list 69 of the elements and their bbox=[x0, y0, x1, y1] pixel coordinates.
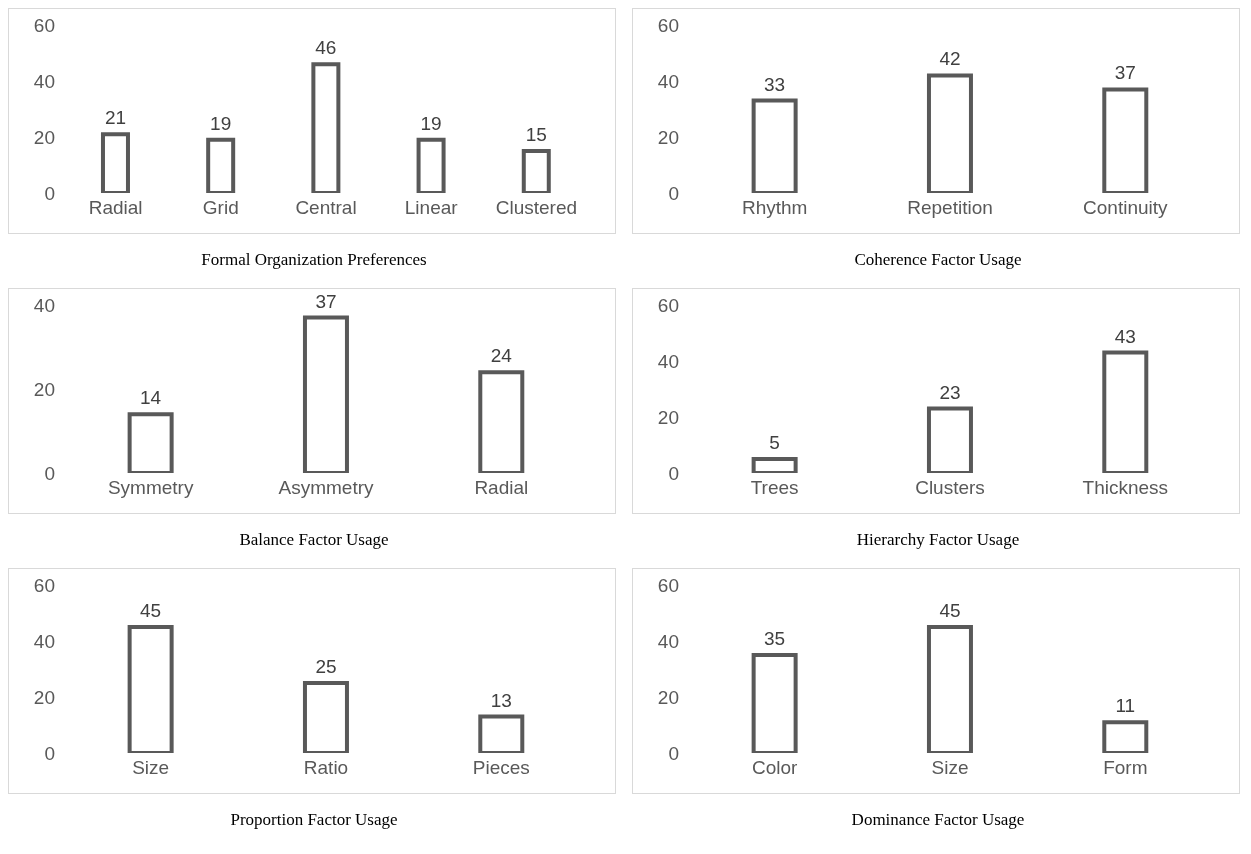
data-label: 21 bbox=[104, 107, 127, 129]
y-tick-label: 0 bbox=[668, 182, 679, 204]
x-tick-label: Continuity bbox=[1083, 197, 1169, 219]
data-label: 11 bbox=[1115, 695, 1136, 717]
x-tick-label: Clusters bbox=[915, 477, 985, 499]
y-tick-label: 20 bbox=[33, 686, 55, 708]
text: Hierarchy Factor Usage bbox=[855, 530, 1021, 550]
y-tick-label: 60 bbox=[657, 294, 679, 316]
data-label: 46 bbox=[315, 37, 337, 59]
y-tick-label: 40 bbox=[657, 350, 679, 372]
text: Coherence Factor Usage bbox=[853, 250, 1023, 270]
x-tick-label: Thickness bbox=[1082, 477, 1169, 499]
y-tick-label: 20 bbox=[33, 126, 55, 148]
x-tick-label: Color bbox=[751, 757, 799, 779]
y-tick-label: 60 bbox=[33, 14, 55, 36]
x-tick-label: Radial bbox=[88, 197, 143, 219]
x-tick-label: Radial bbox=[474, 477, 529, 499]
y-tick-label: 20 bbox=[33, 378, 55, 400]
data-label: 25 bbox=[315, 656, 337, 677]
y-tick-label: 40 bbox=[33, 294, 55, 316]
y-tick-label: 60 bbox=[657, 574, 679, 596]
y-tick-label: 40 bbox=[657, 70, 679, 92]
data-label: 42 bbox=[939, 48, 961, 70]
y-tick-label: 0 bbox=[44, 742, 55, 764]
text: Dominance Factor Usage bbox=[850, 810, 1026, 830]
data-label: 13 bbox=[490, 689, 512, 711]
x-tick-label: Pieces bbox=[472, 757, 530, 779]
x-tick-label: Central bbox=[295, 197, 357, 219]
y-tick-label: 0 bbox=[668, 742, 679, 764]
data-label: 33 bbox=[764, 73, 786, 95]
y-tick-label: 0 bbox=[44, 462, 55, 484]
data-label: 23 bbox=[939, 381, 961, 403]
text: Balance Factor Usage bbox=[238, 530, 390, 550]
y-tick-label: 20 bbox=[657, 686, 679, 708]
data-label: 24 bbox=[490, 345, 513, 367]
x-tick-label: Size bbox=[132, 757, 170, 779]
y-tick-label: 60 bbox=[657, 14, 679, 36]
y-tick-label: 40 bbox=[33, 630, 55, 652]
data-label: 37 bbox=[315, 290, 337, 312]
y-tick-label: 0 bbox=[44, 182, 55, 204]
text: Proportion Factor Usage bbox=[229, 810, 399, 830]
data-label: 45 bbox=[939, 600, 961, 621]
x-tick-label: Clustered bbox=[495, 197, 578, 219]
data-label: 43 bbox=[1114, 325, 1136, 347]
x-tick-label: Repetition bbox=[907, 197, 993, 219]
x-tick-label: Symmetry bbox=[107, 477, 194, 499]
data-label: 35 bbox=[764, 628, 786, 649]
x-tick-label: Size bbox=[931, 757, 969, 779]
y-tick-label: 40 bbox=[33, 70, 55, 92]
data-label: 19 bbox=[420, 112, 442, 134]
x-tick-label: Form bbox=[1103, 757, 1148, 779]
x-tick-label: Linear bbox=[404, 197, 459, 219]
data-label: 45 bbox=[140, 600, 162, 621]
data-label: 15 bbox=[525, 124, 547, 145]
y-tick-label: 20 bbox=[657, 406, 679, 428]
data-label: 5 bbox=[769, 432, 780, 453]
x-tick-label: Grid bbox=[202, 197, 239, 219]
x-tick-label: Asymmetry bbox=[278, 477, 374, 499]
y-tick-label: 20 bbox=[657, 126, 679, 148]
text: Formal Organization Preferences bbox=[200, 250, 428, 270]
y-tick-label: 0 bbox=[668, 462, 679, 484]
data-label: 19 bbox=[210, 112, 232, 134]
x-tick-label: Ratio bbox=[303, 757, 349, 779]
data-label: 14 bbox=[140, 387, 162, 409]
y-tick-label: 40 bbox=[657, 630, 679, 652]
y-tick-label: 60 bbox=[33, 574, 55, 596]
x-tick-label: Trees bbox=[750, 477, 799, 499]
data-label: 37 bbox=[1114, 62, 1136, 84]
x-tick-label: Rhythm bbox=[741, 197, 808, 219]
